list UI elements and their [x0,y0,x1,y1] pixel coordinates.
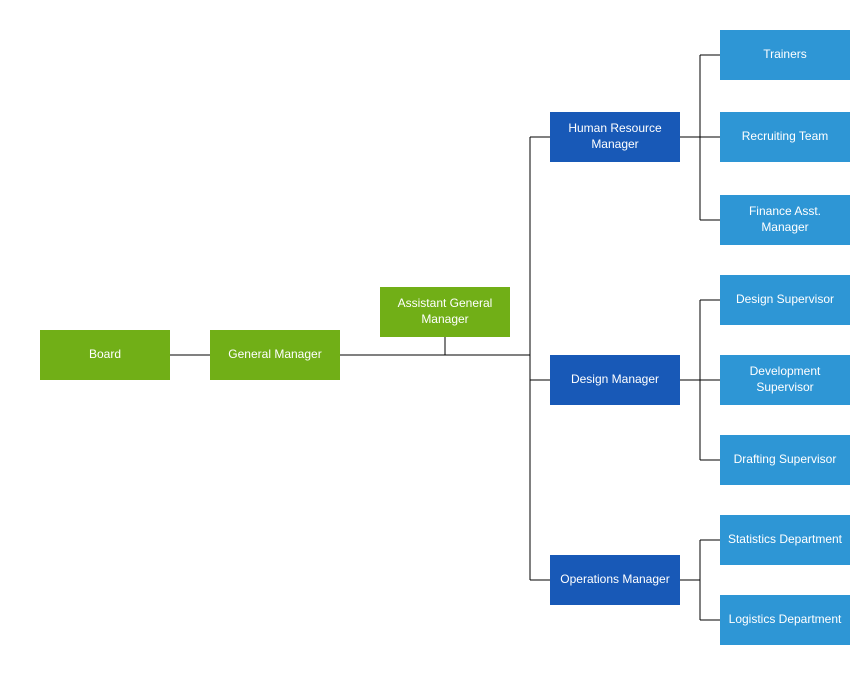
org-node-gm: General Manager [210,330,340,380]
org-node-tr: Trainers [720,30,850,80]
org-node-rt: Recruiting Team [720,112,850,162]
org-node-ld: Logistics Department [720,595,850,645]
org-node-ds: Design Supervisor [720,275,850,325]
org-node-board: Board [40,330,170,380]
org-node-dr: Drafting Supervisor [720,435,850,485]
org-node-hrm: Human Resource Manager [550,112,680,162]
org-node-sd: Statistics Department [720,515,850,565]
org-node-dm: Design Manager [550,355,680,405]
org-node-fam: Finance Asst. Manager [720,195,850,245]
org-node-om: Operations Manager [550,555,680,605]
org-node-agm: Assistant General Manager [380,287,510,337]
org-node-dev: Development Supervisor [720,355,850,405]
